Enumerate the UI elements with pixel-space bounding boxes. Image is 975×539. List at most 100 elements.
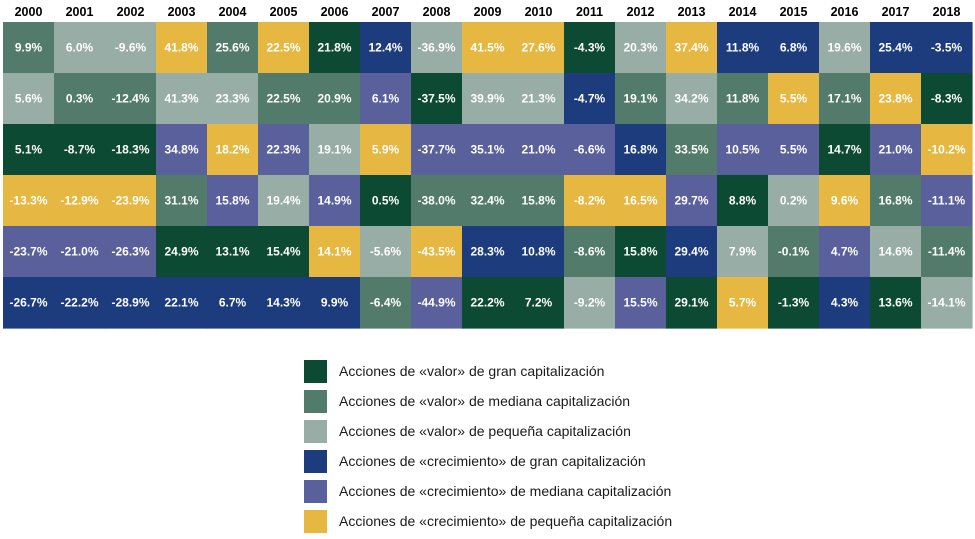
cell-2013-rank-5 bbox=[666, 226, 718, 278]
cell-2007-rank-6 bbox=[360, 277, 412, 329]
cell-value-2015-rank-1: 6.8% bbox=[780, 41, 808, 55]
cell-2003-rank-2 bbox=[156, 73, 208, 125]
cell-2009-rank-6 bbox=[462, 277, 514, 329]
cell-value-2005-rank-1: 22.5% bbox=[266, 41, 300, 55]
cell-value-2007-rank-2: 6.1% bbox=[372, 92, 400, 106]
year-label-2006: 2006 bbox=[321, 5, 349, 19]
cell-value-2006-rank-4: 14.9% bbox=[317, 194, 351, 208]
cell-2005-rank-1 bbox=[258, 22, 310, 74]
year-label-2000: 2000 bbox=[15, 5, 43, 19]
cell-2012-rank-5 bbox=[615, 226, 667, 278]
cell-value-2000-rank-4: -13.3% bbox=[9, 194, 47, 208]
cell-2004-rank-6 bbox=[207, 277, 259, 329]
cell-value-2006-rank-5: 14.1% bbox=[317, 245, 351, 259]
cell-2017-rank-3 bbox=[870, 124, 922, 176]
cell-2014-rank-2 bbox=[717, 73, 769, 125]
cell-value-2002-rank-2: -12.4% bbox=[111, 92, 149, 106]
year-label-2018: 2018 bbox=[933, 5, 961, 19]
cell-2008-rank-5 bbox=[411, 226, 463, 278]
cell-2012-rank-4 bbox=[615, 175, 667, 227]
cell-value-2007-rank-5: -5.6% bbox=[370, 245, 402, 259]
legend-item-mid-value: Acciones de «valor» de mediana capitaliz… bbox=[304, 389, 672, 413]
cell-value-2008-rank-1: -36.9% bbox=[417, 41, 455, 55]
cell-value-2008-rank-5: -43.5% bbox=[417, 245, 455, 259]
cell-2003-rank-1 bbox=[156, 22, 208, 74]
cell-value-2015-rank-5: -0.1% bbox=[778, 245, 810, 259]
cell-2016-rank-4 bbox=[819, 175, 871, 227]
cell-2012-rank-6 bbox=[615, 277, 667, 329]
cell-2006-rank-2 bbox=[309, 73, 361, 125]
year-label-2014: 2014 bbox=[729, 5, 757, 19]
cell-value-2003-rank-2: 41.3% bbox=[164, 92, 198, 106]
cell-2018-rank-2 bbox=[921, 73, 973, 125]
legend-swatch-large-growth bbox=[304, 449, 327, 473]
legend-swatch-mid-value bbox=[304, 389, 327, 413]
cell-value-2000-rank-1: 9.9% bbox=[15, 41, 43, 55]
cell-2013-rank-4 bbox=[666, 175, 718, 227]
cell-value-2001-rank-6: -22.2% bbox=[60, 296, 98, 310]
cell-value-2016-rank-1: 19.6% bbox=[827, 41, 861, 55]
cell-value-2008-rank-2: -37.5% bbox=[417, 92, 455, 106]
cell-value-2000-rank-6: -26.7% bbox=[9, 296, 47, 310]
cell-value-2009-rank-2: 39.9% bbox=[470, 92, 504, 106]
cell-2000-rank-1 bbox=[3, 22, 55, 74]
cell-2004-rank-2 bbox=[207, 73, 259, 125]
cell-value-2008-rank-6: -44.9% bbox=[417, 296, 455, 310]
cell-2006-rank-5 bbox=[309, 226, 361, 278]
cell-value-2014-rank-4: 8.8% bbox=[729, 194, 757, 208]
cell-2016-rank-5 bbox=[819, 226, 871, 278]
cell-2010-rank-6 bbox=[513, 277, 565, 329]
legend-label-large-growth: Acciones de «crecimiento» de gran capita… bbox=[339, 453, 646, 469]
cell-value-2012-rank-2: 19.1% bbox=[623, 92, 657, 106]
cell-2004-rank-1 bbox=[207, 22, 259, 74]
cell-value-2012-rank-3: 16.8% bbox=[623, 143, 657, 157]
cell-value-2009-rank-3: 35.1% bbox=[470, 143, 504, 157]
cell-2018-rank-1 bbox=[921, 22, 973, 74]
cell-value-2011-rank-6: -9.2% bbox=[574, 296, 606, 310]
cell-2004-rank-3 bbox=[207, 124, 259, 176]
cell-2009-rank-1 bbox=[462, 22, 514, 74]
cell-value-2003-rank-1: 41.8% bbox=[164, 41, 198, 55]
cell-2006-rank-3 bbox=[309, 124, 361, 176]
cell-value-2014-rank-1: 11.8% bbox=[726, 41, 760, 55]
cell-2017-rank-2 bbox=[870, 73, 922, 125]
cell-2013-rank-6 bbox=[666, 277, 718, 329]
cell-value-2010-rank-4: 15.8% bbox=[521, 194, 555, 208]
cell-2008-rank-4 bbox=[411, 175, 463, 227]
cell-2005-rank-6 bbox=[258, 277, 310, 329]
legend-item-large-value: Acciones de «valor» de gran capitalizaci… bbox=[304, 359, 672, 383]
cell-value-2001-rank-3: -8.7% bbox=[64, 143, 96, 157]
cell-value-2014-rank-2: 11.8% bbox=[726, 92, 760, 106]
year-label-2002: 2002 bbox=[117, 5, 145, 19]
cell-value-2010-rank-3: 21.0% bbox=[521, 143, 555, 157]
cell-value-2005-rank-2: 22.5% bbox=[266, 92, 300, 106]
cell-value-2007-rank-6: -6.4% bbox=[370, 296, 402, 310]
cell-2002-rank-5 bbox=[105, 226, 157, 278]
cell-2011-rank-3 bbox=[564, 124, 616, 176]
cell-2010-rank-5 bbox=[513, 226, 565, 278]
cell-value-2001-rank-4: -12.9% bbox=[60, 194, 98, 208]
cell-2015-rank-3 bbox=[768, 124, 820, 176]
cell-2014-rank-5 bbox=[717, 226, 769, 278]
cell-2011-rank-4 bbox=[564, 175, 616, 227]
cell-2012-rank-3 bbox=[615, 124, 667, 176]
year-label-2007: 2007 bbox=[372, 5, 400, 19]
cell-2011-rank-1 bbox=[564, 22, 616, 74]
cell-value-2017-rank-4: 16.8% bbox=[878, 194, 912, 208]
cell-2015-rank-1 bbox=[768, 22, 820, 74]
cell-2015-rank-4 bbox=[768, 175, 820, 227]
cell-2018-rank-6 bbox=[921, 277, 973, 329]
cell-2002-rank-1 bbox=[105, 22, 157, 74]
year-label-2012: 2012 bbox=[627, 5, 655, 19]
cell-2008-rank-6 bbox=[411, 277, 463, 329]
year-label-2016: 2016 bbox=[831, 5, 859, 19]
cell-value-2002-rank-1: -9.6% bbox=[115, 41, 147, 55]
legend-item-large-growth: Acciones de «crecimiento» de gran capita… bbox=[304, 449, 672, 473]
cell-2013-rank-2 bbox=[666, 73, 718, 125]
legend-swatch-mid-growth bbox=[304, 479, 327, 503]
cell-2002-rank-3 bbox=[105, 124, 157, 176]
cell-value-2017-rank-3: 21.0% bbox=[878, 143, 912, 157]
cell-value-2011-rank-3: -6.6% bbox=[574, 143, 606, 157]
cell-value-2010-rank-1: 27.6% bbox=[521, 41, 555, 55]
cell-2010-rank-3 bbox=[513, 124, 565, 176]
